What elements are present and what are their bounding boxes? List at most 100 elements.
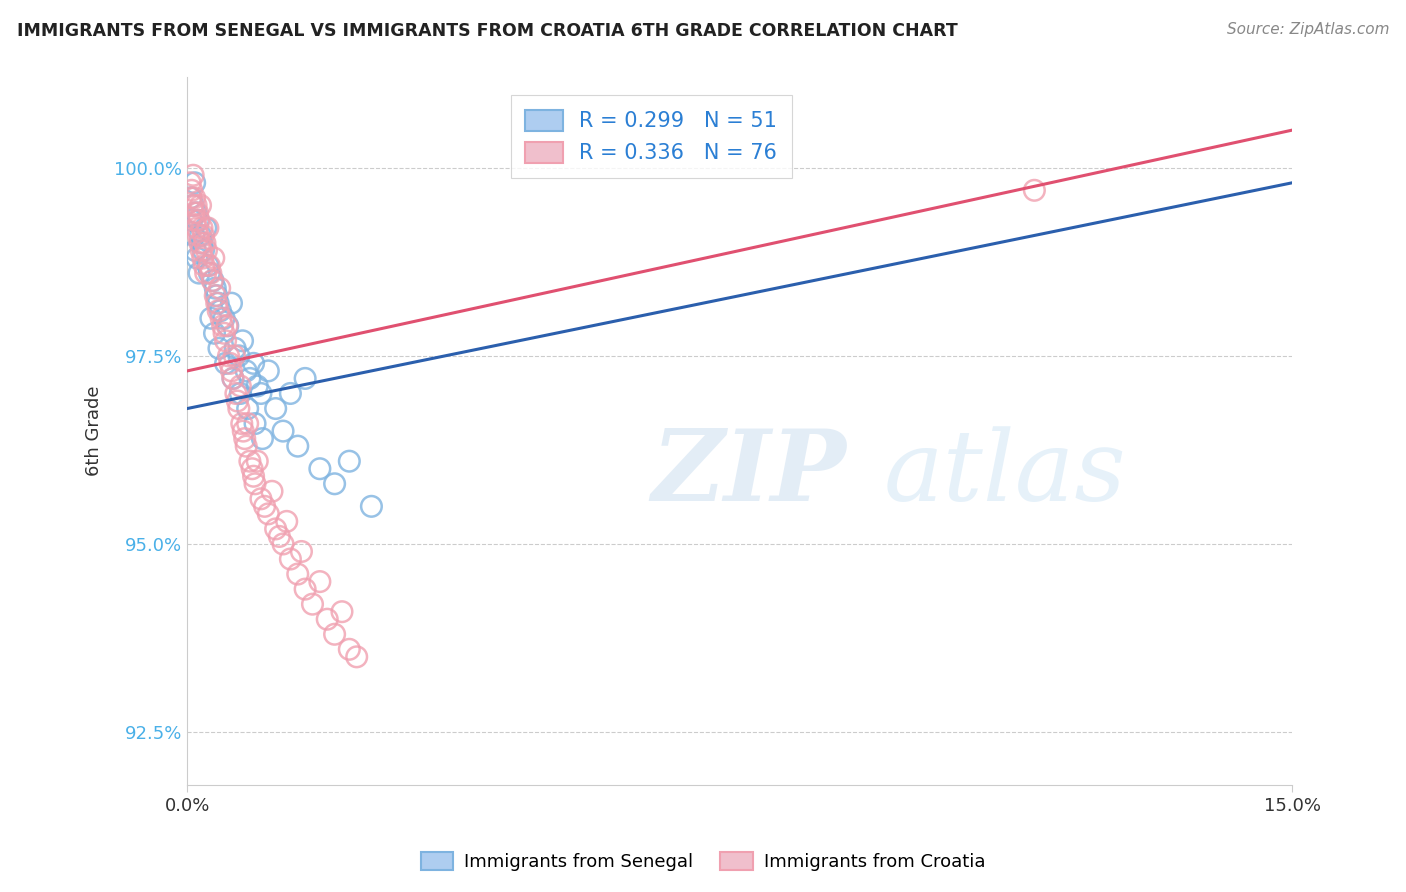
Point bbox=[280, 386, 302, 401]
Point bbox=[236, 401, 259, 416]
Point bbox=[217, 318, 239, 333]
Point bbox=[228, 401, 250, 416]
Point bbox=[204, 288, 226, 302]
Point bbox=[243, 476, 266, 491]
Point bbox=[1024, 183, 1046, 197]
Point bbox=[193, 259, 215, 273]
Text: ZIP: ZIP bbox=[651, 425, 846, 522]
Point bbox=[214, 334, 236, 348]
Point bbox=[190, 198, 212, 212]
Point bbox=[276, 515, 298, 529]
Point bbox=[212, 326, 235, 341]
Point bbox=[337, 642, 360, 657]
Point bbox=[226, 394, 249, 409]
Point bbox=[250, 386, 273, 401]
Point bbox=[235, 439, 257, 453]
Legend: R = 0.299   N = 51, R = 0.336   N = 76: R = 0.299 N = 51, R = 0.336 N = 76 bbox=[510, 95, 792, 178]
Point bbox=[202, 251, 225, 265]
Point bbox=[224, 342, 246, 356]
Point bbox=[215, 318, 238, 333]
Point bbox=[180, 191, 202, 205]
Point bbox=[229, 386, 252, 401]
Point bbox=[224, 349, 246, 363]
Point bbox=[190, 244, 212, 258]
Point bbox=[228, 349, 250, 363]
Point bbox=[183, 176, 205, 190]
Point bbox=[253, 500, 276, 514]
Point bbox=[242, 356, 264, 370]
Point bbox=[180, 191, 202, 205]
Point bbox=[179, 176, 201, 190]
Point bbox=[181, 198, 204, 212]
Point bbox=[287, 439, 309, 453]
Point bbox=[219, 356, 242, 370]
Point bbox=[204, 326, 226, 341]
Point bbox=[201, 274, 224, 288]
Point bbox=[360, 500, 382, 514]
Point bbox=[257, 364, 280, 378]
Point bbox=[222, 371, 245, 385]
Point bbox=[194, 266, 217, 280]
Point bbox=[294, 371, 316, 385]
Point bbox=[197, 221, 219, 235]
Point bbox=[242, 469, 264, 483]
Point bbox=[280, 552, 302, 566]
Point bbox=[257, 507, 280, 521]
Point bbox=[180, 183, 202, 197]
Point bbox=[301, 597, 323, 611]
Point bbox=[243, 417, 266, 431]
Point bbox=[191, 221, 214, 235]
Point bbox=[188, 235, 211, 250]
Point bbox=[205, 296, 228, 310]
Point bbox=[186, 251, 208, 265]
Point bbox=[232, 424, 254, 438]
Point bbox=[225, 386, 247, 401]
Point bbox=[188, 213, 211, 227]
Point bbox=[212, 311, 235, 326]
Y-axis label: 6th Grade: 6th Grade bbox=[86, 386, 103, 476]
Point bbox=[198, 266, 221, 280]
Point bbox=[200, 311, 222, 326]
Point bbox=[191, 235, 214, 250]
Point bbox=[205, 288, 228, 302]
Point bbox=[193, 244, 215, 258]
Point bbox=[294, 582, 316, 596]
Point bbox=[191, 251, 214, 265]
Point bbox=[184, 206, 207, 220]
Point bbox=[308, 574, 330, 589]
Point bbox=[246, 379, 269, 393]
Text: IMMIGRANTS FROM SENEGAL VS IMMIGRANTS FROM CROATIA 6TH GRADE CORRELATION CHART: IMMIGRANTS FROM SENEGAL VS IMMIGRANTS FR… bbox=[17, 22, 957, 40]
Point bbox=[209, 303, 232, 318]
Point bbox=[271, 537, 294, 551]
Point bbox=[183, 191, 205, 205]
Point bbox=[204, 281, 226, 295]
Point bbox=[193, 228, 215, 243]
Point bbox=[184, 244, 207, 258]
Point bbox=[180, 213, 202, 227]
Point bbox=[264, 522, 287, 536]
Point bbox=[187, 213, 209, 227]
Point bbox=[184, 198, 207, 212]
Point bbox=[330, 605, 353, 619]
Point bbox=[218, 349, 240, 363]
Point bbox=[239, 454, 262, 468]
Point bbox=[188, 266, 211, 280]
Point bbox=[183, 228, 205, 243]
Point bbox=[200, 266, 222, 280]
Point bbox=[290, 544, 312, 558]
Point bbox=[250, 491, 273, 506]
Point bbox=[246, 454, 269, 468]
Point bbox=[316, 612, 339, 626]
Point bbox=[181, 168, 204, 182]
Point bbox=[190, 228, 212, 243]
Point bbox=[260, 484, 283, 499]
Legend: Immigrants from Senegal, Immigrants from Croatia: Immigrants from Senegal, Immigrants from… bbox=[413, 845, 993, 879]
Point bbox=[271, 424, 294, 438]
Point bbox=[197, 259, 219, 273]
Point bbox=[239, 371, 262, 385]
Point bbox=[231, 334, 253, 348]
Point bbox=[181, 198, 204, 212]
Point bbox=[221, 364, 243, 378]
Text: Source: ZipAtlas.com: Source: ZipAtlas.com bbox=[1226, 22, 1389, 37]
Point bbox=[211, 318, 233, 333]
